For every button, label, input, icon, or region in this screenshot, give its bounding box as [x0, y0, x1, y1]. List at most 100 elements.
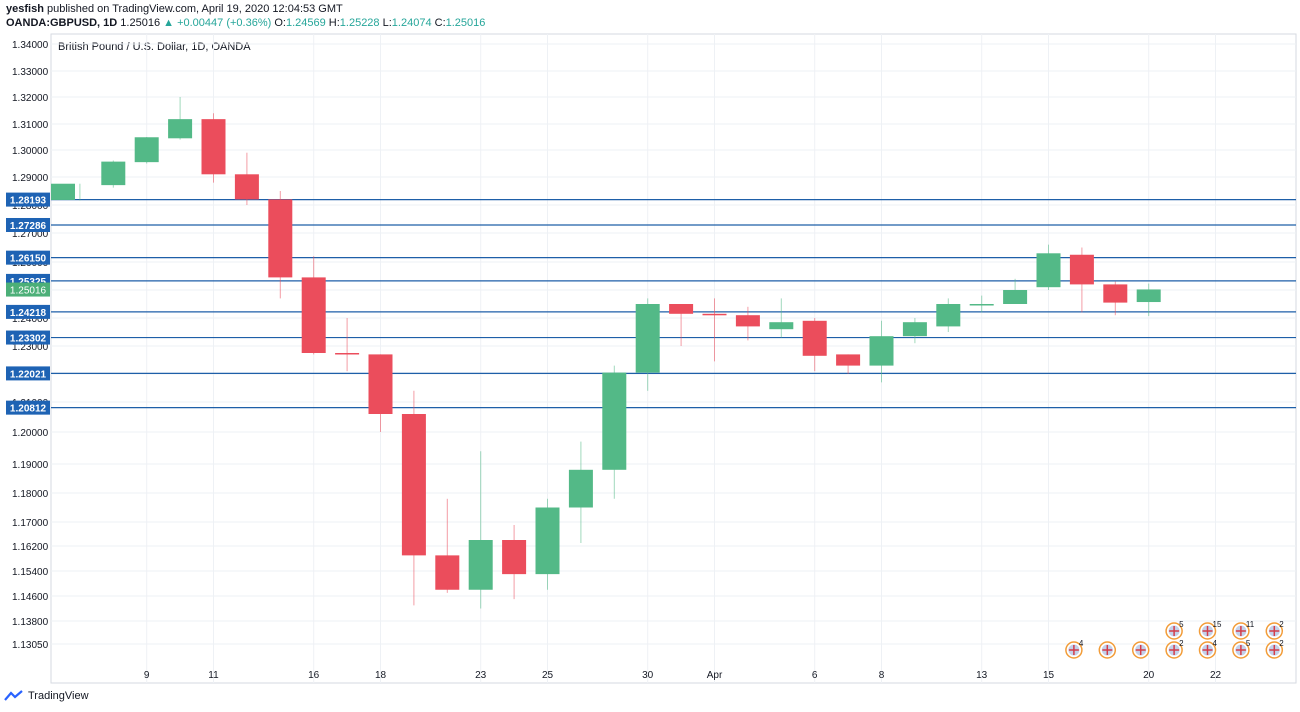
economic-event-icon[interactable]: 5	[1232, 639, 1251, 659]
candle[interactable]	[936, 298, 961, 332]
candle[interactable]	[869, 320, 894, 383]
economic-event-icon[interactable]: 5	[1165, 620, 1184, 640]
current-price-label: 1.25016	[10, 286, 47, 297]
y-tick-label: 1.27000	[12, 229, 49, 240]
economic-event-icon[interactable]: 11	[1232, 620, 1255, 640]
x-tick-label: 25	[542, 670, 554, 681]
candle-body-up	[1136, 289, 1161, 303]
candle[interactable]	[502, 525, 527, 600]
event-count: 4	[1079, 639, 1084, 648]
x-axis[interactable]: 9 11 16 18 23 25 30 Apr 6 8 13 15 20 22	[144, 670, 1222, 681]
candle[interactable]	[635, 298, 660, 391]
x-tick-label: Apr	[707, 670, 723, 681]
candle[interactable]	[1136, 283, 1161, 317]
candle[interactable]	[435, 498, 460, 593]
x-tick-label: 16	[308, 670, 320, 681]
candle[interactable]	[702, 298, 727, 362]
candle-body-down	[1069, 254, 1094, 285]
candle[interactable]	[268, 191, 293, 299]
publisher-name[interactable]: yesfish	[6, 3, 44, 15]
candle[interactable]	[769, 298, 794, 338]
candle[interactable]	[1003, 278, 1028, 304]
candle[interactable]	[234, 152, 259, 205]
candle-body-up	[1003, 290, 1028, 304]
candle-body-down	[669, 304, 694, 314]
economic-event-icon[interactable]	[1131, 641, 1150, 659]
y-tick-label: 1.34000	[12, 40, 49, 51]
published-text: published on TradingView.com, April 19, …	[46, 3, 343, 15]
event-count: 2	[1279, 639, 1284, 648]
candle-body-down	[234, 174, 259, 200]
candle[interactable]	[535, 498, 560, 590]
candle-body-up	[51, 183, 75, 200]
x-tick-label: 22	[1210, 670, 1222, 681]
candles[interactable]	[51, 97, 1161, 609]
current-price-tag	[6, 282, 50, 297]
candle[interactable]	[51, 183, 81, 201]
candle[interactable]	[669, 304, 694, 346]
event-count: 4	[1213, 639, 1218, 648]
economic-event-icon[interactable]	[1098, 641, 1117, 659]
symbol-label[interactable]: OANDA:GBPUSD, 1D	[6, 17, 118, 29]
candle-body-up	[168, 119, 193, 139]
economic-event-icon[interactable]: 4	[1198, 639, 1218, 659]
candle[interactable]	[836, 354, 861, 374]
candle-body-down	[735, 315, 760, 327]
candle[interactable]	[969, 295, 994, 313]
candle[interactable]	[368, 354, 393, 432]
y-tick-label: 1.30000	[12, 146, 49, 157]
level-price-tag	[6, 400, 50, 415]
economic-event-icon[interactable]: 2	[1265, 639, 1284, 659]
candle[interactable]	[134, 137, 159, 164]
economic-event-icon[interactable]: 2	[1265, 620, 1284, 640]
level-price-tag	[6, 366, 50, 381]
economic-event-icon[interactable]: 2	[1165, 639, 1184, 659]
candle-body-up	[869, 336, 894, 366]
candle-body-up	[635, 304, 660, 373]
candle-body-up	[969, 304, 994, 306]
y-tick-label: 1.33000	[12, 67, 49, 78]
candle[interactable]	[101, 160, 126, 188]
level-price-label: 1.20812	[10, 404, 47, 415]
economic-event-icon[interactable]: 15	[1198, 620, 1222, 640]
candle-body-up	[535, 507, 560, 575]
candle[interactable]	[568, 441, 593, 543]
y-tick-label: 1.23000	[12, 342, 49, 353]
candle[interactable]	[902, 318, 927, 344]
tradingview-brand[interactable]: TradingView	[28, 690, 89, 702]
publish-line: yesfish published on TradingView.com, Ap…	[6, 2, 485, 16]
event-count: 2	[1279, 620, 1284, 629]
level-price-tag	[6, 250, 50, 265]
close-label: C:	[434, 17, 446, 29]
level-price-label: 1.23302	[10, 334, 47, 345]
candle[interactable]	[602, 365, 627, 499]
economic-events[interactable]: 5 15 11 2 4 2 4 5 2	[1065, 620, 1284, 659]
candle[interactable]	[335, 318, 360, 372]
economic-event-icon[interactable]: 4	[1065, 639, 1084, 659]
high-label: H:	[328, 17, 340, 29]
level-price-label: 1.22021	[10, 369, 47, 380]
x-tick-label: 20	[1143, 670, 1155, 681]
y-axis[interactable]: 1.34000 1.33000 1.32000 1.31000 1.30000 1.290…	[12, 40, 49, 651]
tradingview-logo-icon[interactable]	[4, 690, 24, 702]
candle[interactable]	[168, 97, 193, 140]
level-price-label: 1.25325	[10, 277, 47, 288]
candle[interactable]	[201, 113, 226, 183]
candle[interactable]	[468, 451, 493, 609]
candle[interactable]	[802, 318, 827, 372]
level-price-tag	[6, 330, 50, 345]
event-count: 5	[1246, 639, 1251, 648]
candle[interactable]	[1036, 244, 1061, 290]
candle[interactable]	[301, 256, 326, 355]
candle-body-up	[902, 322, 927, 337]
x-tick-label: 11	[208, 670, 219, 681]
candle[interactable]	[401, 390, 426, 606]
candle-body-up	[602, 372, 627, 470]
candle[interactable]	[1069, 247, 1094, 313]
high-value: 1.25228	[339, 17, 380, 29]
candle-body-up	[1036, 253, 1061, 288]
x-tick-label: 18	[375, 670, 387, 681]
candle[interactable]	[735, 306, 760, 341]
candle[interactable]	[1103, 281, 1128, 316]
